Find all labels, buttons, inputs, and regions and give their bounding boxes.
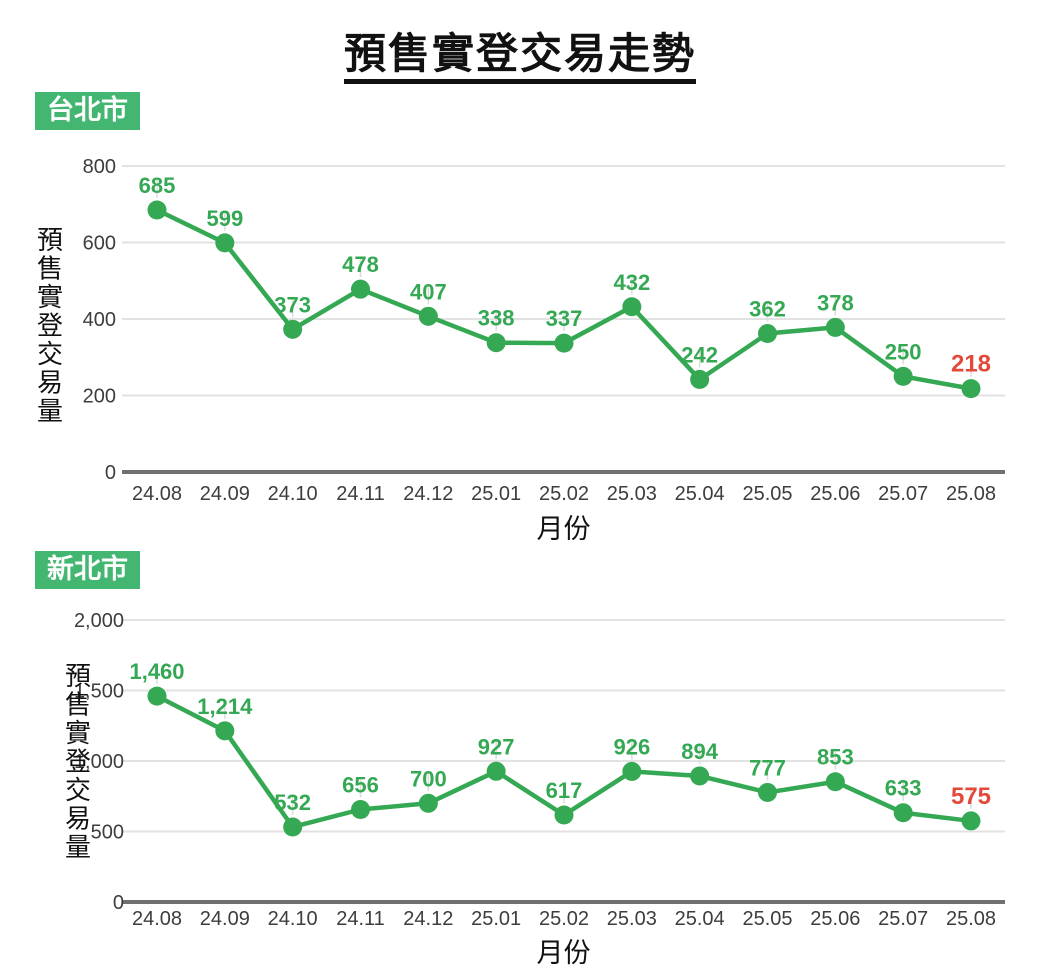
svg-text:700: 700 [410,766,447,791]
svg-text:25.04: 25.04 [675,483,725,505]
svg-text:1,500: 1,500 [74,681,124,703]
svg-text:交: 交 [65,775,91,805]
svg-text:685: 685 [139,173,176,198]
svg-text:24.08: 24.08 [132,483,182,505]
svg-text:633: 633 [885,776,922,801]
svg-text:預: 預 [37,225,63,255]
svg-text:407: 407 [410,279,447,304]
svg-text:25.07: 25.07 [878,483,928,505]
svg-text:0: 0 [113,892,124,914]
svg-text:242: 242 [681,342,718,367]
svg-text:登: 登 [37,311,63,341]
svg-text:24.09: 24.09 [200,908,250,930]
svg-text:交: 交 [37,339,63,369]
svg-text:1,000: 1,000 [74,751,124,773]
svg-text:25.08: 25.08 [946,483,996,505]
svg-text:24.12: 24.12 [403,483,453,505]
svg-text:532: 532 [274,790,311,815]
svg-text:927: 927 [478,734,515,759]
svg-text:656: 656 [342,773,379,798]
svg-text:易: 易 [37,368,63,398]
svg-text:24.12: 24.12 [403,908,453,930]
svg-text:月份: 月份 [537,514,591,540]
svg-text:登: 登 [65,747,91,777]
svg-text:2,000: 2,000 [74,610,124,632]
svg-text:894: 894 [681,739,718,764]
svg-text:500: 500 [91,822,124,844]
svg-text:實: 實 [37,282,63,312]
svg-text:預: 預 [65,661,91,691]
svg-text:24.09: 24.09 [200,483,250,505]
svg-text:25.03: 25.03 [607,483,657,505]
svg-text:售: 售 [37,254,63,284]
svg-text:25.04: 25.04 [675,908,725,930]
svg-text:24.08: 24.08 [132,908,182,930]
page-title-text: 預售實登交易走勢 [343,30,696,84]
svg-text:800: 800 [83,156,116,178]
svg-text:易: 易 [65,804,91,834]
svg-text:600: 600 [83,233,116,255]
svg-text:378: 378 [817,290,854,315]
svg-text:量: 量 [65,832,91,862]
svg-text:24.11: 24.11 [336,483,385,505]
svg-text:853: 853 [817,745,854,770]
svg-text:25.01: 25.01 [471,483,521,505]
line-chart-newtaipei: 0 500 1,000 1,500 2,000 24.08 24.09 24.10 24.11 2… [65,610,1005,968]
svg-text:777: 777 [749,755,786,780]
svg-text:量: 量 [37,396,63,426]
svg-text:432: 432 [613,270,650,295]
svg-text:617: 617 [546,778,583,803]
region-badge-newtaipei: 新北市 [35,551,140,590]
svg-text:25.03: 25.03 [607,908,657,930]
svg-text:373: 373 [274,292,311,317]
svg-text:25.02: 25.02 [539,483,589,505]
svg-text:1,214: 1,214 [197,694,253,719]
svg-text:1,460: 1,460 [129,659,184,684]
svg-text:25.08: 25.08 [946,908,996,930]
svg-text:月份: 月份 [537,938,591,968]
svg-text:24.10: 24.10 [268,483,318,505]
svg-text:250: 250 [885,339,922,364]
svg-text:25.06: 25.06 [810,483,860,505]
svg-text:實: 實 [65,718,91,748]
svg-text:362: 362 [749,297,786,322]
svg-text:0: 0 [105,462,116,484]
svg-text:24.10: 24.10 [268,908,318,930]
region-badge-taipei: 台北市 [35,92,140,131]
svg-text:218: 218 [951,351,991,378]
svg-text:478: 478 [342,252,379,277]
svg-text:599: 599 [206,206,243,231]
page-title: 預售實登交易走勢 [0,20,1040,84]
svg-text:25.06: 25.06 [810,908,860,930]
svg-text:25.05: 25.05 [742,483,792,505]
svg-text:200: 200 [83,386,116,408]
svg-text:24.11: 24.11 [336,908,385,930]
svg-text:575: 575 [951,783,991,810]
line-chart-taipei: 0 200 400 600 800 24.08 24.09 24.10 24.11 24.12 25… [37,156,1005,540]
svg-text:338: 338 [478,306,515,331]
svg-text:926: 926 [613,734,650,759]
svg-text:337: 337 [546,306,583,331]
svg-text:25.07: 25.07 [878,908,928,930]
svg-text:25.02: 25.02 [539,908,589,930]
svg-text:400: 400 [83,309,116,331]
svg-text:25.05: 25.05 [742,908,792,930]
svg-text:售: 售 [65,690,91,720]
svg-text:25.01: 25.01 [471,908,521,930]
